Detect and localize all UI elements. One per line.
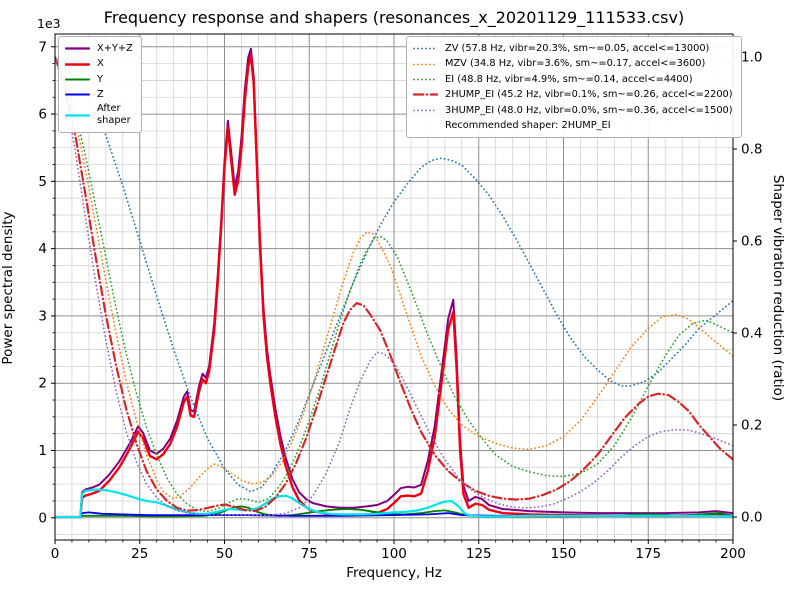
legend-entry-label: MZV (34.8 Hz, vibr=3.6%, sm~=0.17, accel… (445, 58, 706, 70)
legend-entry-label: X+Y+Z (97, 43, 133, 54)
y-line-swatch (65, 78, 90, 81)
recommended-shaper-text: Recommended shaper: 2HUMP_EI (445, 120, 611, 132)
x-line-swatch (65, 62, 90, 66)
legend-entry-label: Y (97, 73, 103, 85)
tick-label-yleft: 7 (38, 39, 47, 55)
legend-entry: Z (65, 87, 133, 102)
tick-label-x: 175 (635, 546, 661, 562)
series-2hump-ei (55, 55, 733, 513)
after-line-swatch (65, 114, 90, 117)
legend-entry-label-line: shaper (97, 115, 131, 127)
tick-label-x: 200 (720, 546, 746, 562)
series-x (55, 53, 733, 519)
tick-label-x: 25 (131, 546, 148, 562)
xaxis-label: Frequency, Hz (346, 565, 442, 581)
tick-label-yleft: 1 (38, 443, 47, 459)
yaxis-offset-multiplier: 1e3 (37, 16, 61, 31)
tick-label-yright: 1.0 (741, 50, 762, 66)
series-3hump-ei (55, 56, 733, 517)
tick-label-yright: 0.8 (741, 142, 762, 158)
legend-entry: After shaper (65, 103, 133, 128)
tick-label-yleft: 3 (38, 308, 47, 324)
tick-label-x: 0 (51, 546, 60, 562)
legend-entry: EI (48.8 Hz, vibr=4.9%, sm~=0.14, accel<… (413, 72, 733, 87)
tick-label-yleft: 5 (38, 174, 47, 190)
legend-entry-label: Z (97, 89, 104, 101)
legend-shapers: ZV (57.8 Hz, vibr=20.3%, sm~=0.05, accel… (406, 36, 742, 139)
tick-label-x: 50 (216, 546, 233, 562)
3hump-ei-line-swatch (413, 109, 438, 112)
tick-label-yleft: 4 (38, 241, 47, 257)
tick-label-x: 75 (301, 546, 318, 562)
tick-label-yleft: 6 (38, 107, 47, 123)
tick-label-yright: 0.4 (741, 326, 762, 342)
legend-entry-label: 2HUMP_EI (45.2 Hz, vibr=0.1%, sm~=0.26, … (445, 89, 733, 101)
legend-entry: X (65, 56, 133, 71)
legend-entry: ZV (57.8 Hz, vibr=20.3%, sm~=0.05, accel… (413, 41, 733, 56)
legend-entry: 3HUMP_EI (48.0 Hz, vibr=0.0%, sm~=0.36, … (413, 103, 733, 118)
legend-entry: 2HUMP_EI (45.2 Hz, vibr=0.1%, sm~=0.26, … (413, 87, 733, 102)
x-y-z-line-swatch (65, 47, 90, 50)
tick-label-yright: 0.6 (741, 234, 762, 250)
legend-entry-label: After shaper (97, 103, 131, 128)
chart-title: Frequency response and shapers (resonanc… (103, 8, 685, 27)
yaxis-label-right: Shaper vibration reduction (ratio) (770, 174, 786, 402)
series-after-shaper (55, 488, 733, 519)
legend-entry-label: X (97, 58, 104, 70)
legend-entry: X+Y+Z (65, 41, 133, 56)
legend-entry-label: 3HUMP_EI (48.0 Hz, vibr=0.0%, sm~=0.36, … (445, 104, 733, 116)
ei-line-swatch (413, 78, 438, 81)
legend-recommended-shaper: Recommended shaper: 2HUMP_EI (413, 118, 733, 133)
tick-label-yleft: 0 (38, 510, 47, 526)
z-line-swatch (65, 93, 90, 96)
legend-psd: X+Y+Z X Y Z After shaper (58, 36, 142, 133)
legend-entry-label: EI (48.8 Hz, vibr=4.9%, sm~=0.14, accel<… (445, 73, 693, 85)
legend-entry-label-line: After (97, 102, 121, 114)
series-zv (55, 56, 733, 493)
mzv-line-swatch (413, 63, 438, 65)
legend-entry: MZV (34.8 Hz, vibr=3.6%, sm~=0.17, accel… (413, 56, 733, 71)
tick-label-yright: 0.2 (741, 418, 762, 434)
tick-label-x: 125 (466, 546, 492, 562)
zv-line-swatch (413, 47, 438, 50)
tick-label-yleft: 2 (38, 376, 47, 392)
tick-label-x: 100 (381, 546, 407, 562)
legend-entry: Y (65, 72, 133, 87)
legend-entry-label: ZV (57.8 Hz, vibr=20.3%, sm~=0.05, accel… (445, 43, 710, 54)
tick-label-yright: 0.0 (741, 510, 762, 526)
2hump-ei-line-swatch (413, 93, 438, 97)
yaxis-label-left: Power spectral density (0, 211, 16, 365)
tick-label-x: 150 (551, 546, 577, 562)
series-ei (55, 56, 733, 513)
series-mzv (55, 56, 733, 500)
